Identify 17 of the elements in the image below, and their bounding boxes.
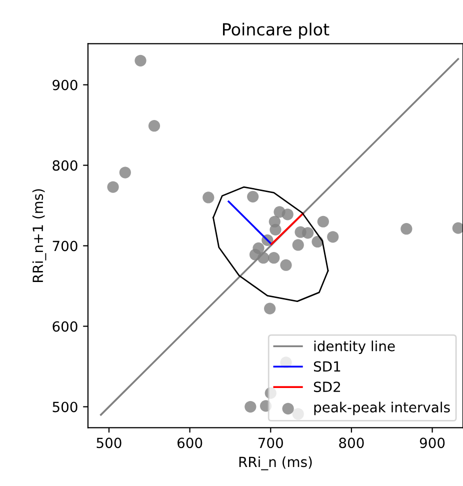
y-tick-label: 600	[52, 321, 78, 332]
y-tick-label: 800	[52, 160, 78, 171]
legend-label: identity line	[314, 340, 395, 354]
legend-label: SD1	[314, 361, 340, 372]
chart-title: Poincare plot	[223, 22, 330, 39]
y-axis-title: RRi_n+1 (ms)	[32, 189, 46, 282]
x-tick-label: 700	[258, 438, 283, 448]
y-tick-label: 900	[52, 80, 78, 90]
y-tick-label: 500	[52, 402, 78, 412]
x-tick-label: 600	[178, 438, 202, 448]
legend-label: peak-peak intervals	[314, 402, 450, 416]
y-tick-label: 700	[52, 240, 78, 252]
x-axis-title: RRi_n (ms)	[239, 456, 312, 470]
x-tick-label: 900	[420, 438, 445, 448]
x-tick-label: 500	[96, 438, 122, 448]
legend-label: SD2	[314, 382, 340, 392]
x-tick-label: 800	[339, 438, 364, 448]
